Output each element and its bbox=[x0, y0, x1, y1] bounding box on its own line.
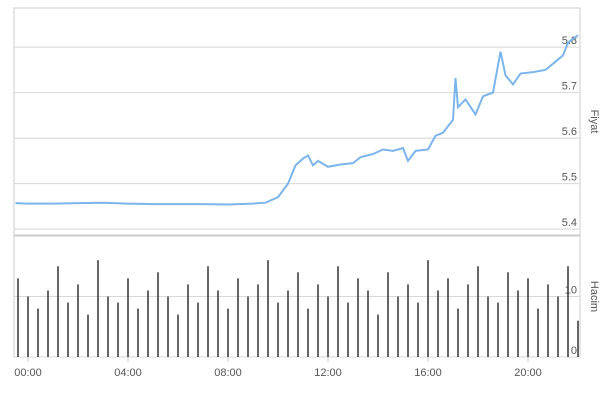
volume-bar bbox=[307, 308, 309, 357]
volume-bar bbox=[127, 278, 129, 357]
volume-bar bbox=[37, 308, 39, 357]
volume-bar bbox=[77, 284, 79, 357]
y-axis-title: Fiyat bbox=[588, 110, 600, 134]
volume-bar bbox=[287, 290, 289, 357]
volume-bar bbox=[17, 278, 19, 357]
x-tick-label: 04:00 bbox=[114, 367, 142, 379]
volume-bar bbox=[67, 302, 69, 357]
volume-bar bbox=[47, 290, 49, 357]
volume-bar bbox=[347, 302, 349, 357]
volume-bar bbox=[557, 296, 559, 357]
volume-bar bbox=[117, 302, 119, 357]
volume-bar bbox=[357, 278, 359, 357]
volume-bar bbox=[537, 308, 539, 357]
volume-bar bbox=[247, 296, 249, 357]
volume-bar bbox=[297, 272, 299, 357]
volume-bar bbox=[407, 284, 409, 357]
volume-bar bbox=[577, 320, 579, 357]
volume-bar bbox=[277, 302, 279, 357]
volume-bar bbox=[267, 260, 269, 357]
volume-bar bbox=[527, 278, 529, 357]
volume-bar bbox=[387, 272, 389, 357]
volume-bar bbox=[207, 266, 209, 357]
volume-bar bbox=[57, 266, 59, 357]
volume-bar bbox=[397, 296, 399, 357]
x-tick-label: 16:00 bbox=[414, 367, 442, 379]
volume-bar bbox=[467, 284, 469, 357]
volume-bar bbox=[507, 272, 509, 357]
volume-bar bbox=[367, 290, 369, 357]
volume-bar bbox=[517, 290, 519, 357]
volume-bar bbox=[97, 260, 99, 357]
volume-bar bbox=[157, 272, 159, 357]
volume-bar bbox=[417, 302, 419, 357]
volume-bar bbox=[107, 296, 109, 357]
y-axis-title: Hacim bbox=[588, 281, 600, 312]
volume-bar bbox=[497, 302, 499, 357]
volume-bar bbox=[217, 290, 219, 357]
volume-bar bbox=[427, 260, 429, 357]
volume-bar bbox=[137, 308, 139, 357]
volume-bar bbox=[327, 296, 329, 357]
volume-bar bbox=[567, 266, 569, 357]
y-tick-label: 5.5 bbox=[562, 172, 577, 184]
volume-bar bbox=[477, 266, 479, 357]
y-tick-label: 10 bbox=[565, 284, 577, 296]
volume-bar bbox=[547, 284, 549, 357]
volume-bar bbox=[457, 308, 459, 357]
volume-bar bbox=[27, 296, 29, 357]
x-tick-label: 12:00 bbox=[314, 367, 342, 379]
volume-bar bbox=[177, 314, 179, 357]
y-tick-label: 5.4 bbox=[562, 217, 577, 229]
volume-bar bbox=[447, 278, 449, 357]
volume-bar bbox=[337, 266, 339, 357]
volume-bar bbox=[167, 296, 169, 357]
panel-frame bbox=[13, 7, 581, 236]
y-tick-label: 5.6 bbox=[562, 126, 577, 138]
volume-bar bbox=[197, 302, 199, 357]
volume-bar bbox=[237, 278, 239, 357]
volume-bar bbox=[227, 308, 229, 357]
y-tick-label: 5.7 bbox=[562, 81, 577, 93]
price-line bbox=[15, 34, 579, 206]
x-tick-label: 20:00 bbox=[514, 367, 542, 379]
volume-bar bbox=[87, 314, 89, 357]
volume-bar bbox=[377, 314, 379, 357]
volume-bar bbox=[257, 284, 259, 357]
volume-bar bbox=[317, 284, 319, 357]
x-tick-label: 00:00 bbox=[14, 367, 42, 379]
volume-bar bbox=[187, 284, 189, 357]
volume-bar bbox=[147, 290, 149, 357]
volume-bar bbox=[487, 296, 489, 357]
x-tick-label: 08:00 bbox=[214, 367, 242, 379]
y-tick-label: 0 bbox=[571, 345, 577, 357]
volume-bar bbox=[437, 290, 439, 357]
